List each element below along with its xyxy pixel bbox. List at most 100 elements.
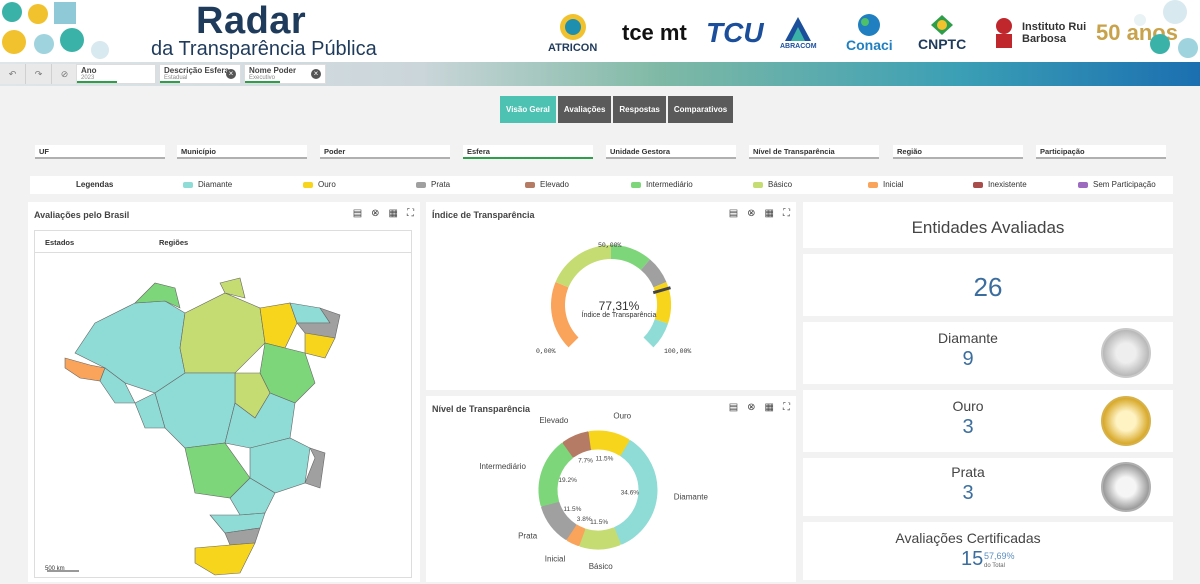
map-panel-title: Avaliações pelo Brasil: [34, 210, 130, 220]
legend-item: Ouro: [303, 180, 336, 189]
filter-participacao[interactable]: Participação: [1036, 145, 1166, 159]
table-icon[interactable]: ▦: [764, 208, 774, 219]
image-icon[interactable]: ▤: [728, 402, 739, 413]
tab-comparativos[interactable]: Comparativos: [667, 96, 734, 123]
image-icon[interactable]: ▤: [728, 208, 739, 219]
gauge-value-label: Índice de Transparência: [581, 312, 657, 319]
filter-regiao[interactable]: Região: [893, 145, 1023, 159]
table-icon[interactable]: ▦: [764, 402, 774, 413]
donut-slice: [588, 430, 630, 456]
legend-item: Inexistente: [973, 180, 1027, 189]
donut-slice: [566, 524, 586, 547]
fullscreen-icon[interactable]: ⛶: [783, 208, 790, 219]
kpi-ouro-label: Ouro: [952, 398, 984, 414]
selection-toolbar: ↶ ↷ ⊘: [0, 64, 78, 84]
legend-item: Inicial: [868, 180, 903, 189]
clear-icon[interactable]: ⊗: [371, 208, 380, 219]
abracom-logo: ABRACOM: [780, 10, 817, 55]
kpi-certificadas-pct: 57,69%: [984, 551, 1015, 561]
donut-category-label: Prata: [518, 532, 538, 541]
legend-item: Sem Participação: [1078, 180, 1156, 189]
kpi-certificadas-label: Avaliações Certificadas: [895, 530, 1041, 546]
kpi-ouro-card: Ouro 3: [803, 390, 1173, 452]
fullscreen-icon[interactable]: ⛶: [407, 208, 414, 219]
tab-avaliacoes[interactable]: Avaliações: [557, 96, 612, 123]
clear-chip-icon[interactable]: ×: [311, 69, 321, 79]
filter-municipio[interactable]: Município: [177, 145, 307, 159]
brand-title: Radar: [196, 0, 307, 42]
gauge-needle: [652, 286, 671, 295]
kpi-certificadas-card: Avaliações Certificadas 15 57,69% do Tot…: [803, 522, 1173, 580]
clear-chip-icon[interactable]: ×: [226, 69, 236, 79]
tab-visao-geral[interactable]: Visão Geral: [500, 96, 556, 123]
legend-item: Básico: [753, 180, 792, 189]
filter-unidade-gestora[interactable]: Unidade Gestora: [606, 145, 736, 159]
donut-category-label: Elevado: [539, 416, 568, 425]
conaci-logo: Conaci: [846, 10, 893, 55]
table-icon[interactable]: ▦: [388, 208, 398, 219]
filter-poder[interactable]: Poder: [320, 145, 450, 159]
selection-chip-ano[interactable]: Ano 2023: [76, 64, 156, 84]
legend-item: Elevado: [525, 180, 569, 189]
donut-slice: [562, 431, 592, 458]
nav-tabs: Visão Geral Avaliações Respostas Compara…: [500, 96, 734, 123]
back-selection-button[interactable]: ↶: [0, 64, 26, 84]
panel-toolbar: ▤ ⊗ ▦ ⛶: [353, 208, 414, 219]
fullscreen-icon[interactable]: ⛶: [783, 402, 790, 413]
donut-pct-label: 11.5%: [595, 456, 613, 463]
panel-toolbar: ▤ ⊗ ▦ ⛶: [729, 402, 790, 413]
donut-pct-label: 11.5%: [563, 506, 581, 513]
donut-pct-label: 11.5%: [590, 519, 608, 526]
donut-slice: [541, 501, 577, 540]
clear-icon[interactable]: ⊗: [747, 402, 756, 413]
image-icon[interactable]: ▤: [352, 208, 363, 219]
cnptc-logo: CNPTC: [918, 10, 966, 55]
donut-pct-label: 34.6%: [621, 490, 640, 497]
clear-selections-button[interactable]: ⊘: [52, 64, 78, 84]
filter-uf[interactable]: UF: [35, 145, 165, 159]
brazil-map[interactable]: [35, 253, 411, 577]
app-header: Radar da Transparência Pública ATRICON t…: [0, 0, 1200, 62]
donut-category-label: Inicial: [545, 555, 566, 564]
kpi-certificadas-pct-label: do Total: [984, 563, 1005, 569]
ouro-seal-icon: [1101, 396, 1151, 446]
gauge-chart[interactable]: [426, 202, 796, 390]
map-container: Estados Regiões: [34, 230, 412, 578]
donut-slice: [613, 440, 658, 545]
filter-esfera[interactable]: Esfera: [463, 145, 593, 159]
donut-pct-label: 7.7%: [578, 458, 593, 465]
filter-nivel-transparencia[interactable]: Nível de Transparência: [749, 145, 879, 159]
forward-selection-button[interactable]: ↷: [26, 64, 52, 84]
kpi-entidades-value: 26: [973, 272, 1003, 302]
kpi-diamante-value: 9: [962, 348, 974, 370]
selection-chip-esfera[interactable]: Descrição Esfera Estadual ×: [159, 64, 241, 84]
tab-estados[interactable]: Estados: [45, 238, 75, 247]
gauge-band: [643, 319, 669, 348]
kpi-entidades-label: Entidades Avaliadas: [911, 218, 1065, 237]
kpi-entidades-card: 26: [803, 254, 1173, 316]
donut-category-label: Diamante: [674, 492, 709, 501]
tab-respostas[interactable]: Respostas: [613, 96, 666, 123]
tab-regioes[interactable]: Regiões: [159, 238, 189, 247]
gauge-panel-title: Índice de Transparência: [432, 210, 535, 220]
atricon-logo: ATRICON: [548, 10, 597, 55]
donut-pct-label: 19.2%: [558, 477, 577, 484]
panel-toolbar: ▤ ⊗ ▦ ⛶: [729, 208, 790, 219]
kpi-ouro-value: 3: [962, 416, 974, 438]
selection-chip-poder[interactable]: Nome Poder Executivo ×: [244, 64, 326, 84]
gauge-band: [555, 245, 611, 288]
gauge-panel: Índice de Transparência ▤ ⊗ ▦ ⛶ 77,31% Í…: [426, 202, 796, 390]
gauge-value: 77,31%: [598, 299, 640, 313]
donut-chart[interactable]: 34.6% Diamante 11.5% Básico 3.8% Inicial 11.5%…: [426, 396, 796, 582]
map-panel: Avaliações pelo Brasil ▤ ⊗ ▦ ⛶ Estados R…: [28, 202, 420, 582]
donut-category-label: Intermediário: [479, 462, 526, 471]
clear-icon[interactable]: ⊗: [747, 208, 756, 219]
kpi-prata-value: 3: [962, 482, 974, 504]
legend-item: Diamante: [183, 180, 232, 189]
kpi-prata-card: Prata 3: [803, 458, 1173, 516]
kpi-diamante-label: Diamante: [938, 330, 998, 346]
tce-mt-logo: tce mt: [622, 19, 687, 45]
donut-category-label: Básico: [589, 562, 614, 571]
gauge-band: [551, 282, 579, 348]
tcu-logo: TCU: [706, 16, 764, 48]
